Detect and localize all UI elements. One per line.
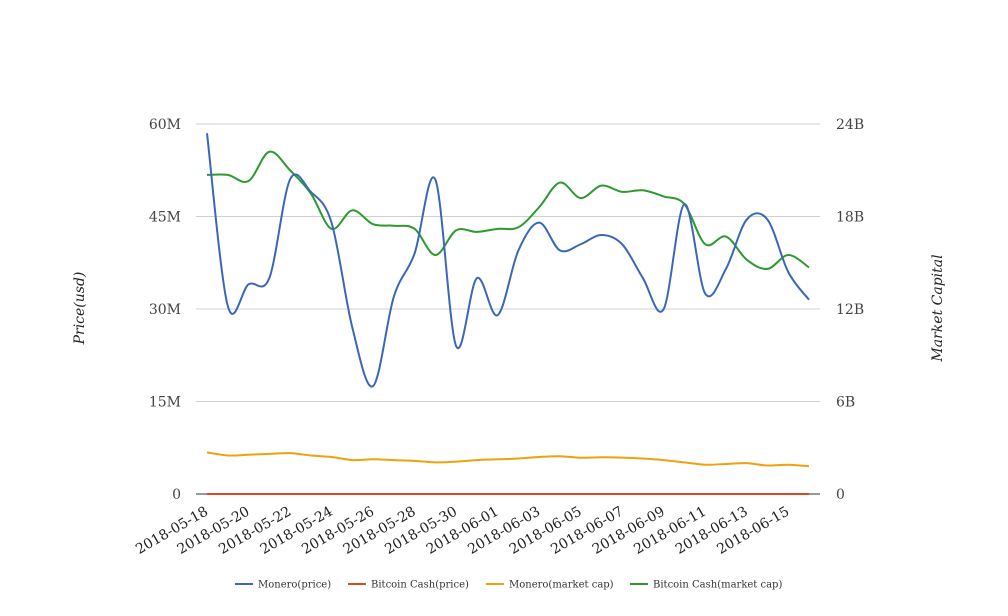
legend-label-monero-price: Monero(price) xyxy=(258,580,331,591)
y-tick-label-right: 12B xyxy=(836,302,864,318)
series-layer xyxy=(206,133,810,495)
left-axis-title: Price(usd) xyxy=(72,272,88,346)
y-tick-label-right: 18B xyxy=(836,210,864,226)
y-tick-label-right: 6B xyxy=(836,395,855,411)
legend-label-monero-market-cap: Monero(market cap) xyxy=(509,580,614,591)
y-tick-label-left: 60M xyxy=(149,117,181,133)
series-line-monero-market-cap xyxy=(206,451,810,468)
right-axis-title: Market Capital xyxy=(930,254,946,362)
legend-label-bitcoin-cash-price: Bitcoin Cash(price) xyxy=(371,580,469,591)
y-tick-label-right: 24B xyxy=(836,117,864,133)
y-tick-label-left: 0 xyxy=(172,487,181,503)
y-tick-label-right: 0 xyxy=(836,487,845,503)
series-line-bitcoin-cash-market-cap xyxy=(206,150,810,270)
y-tick-label-left: 15M xyxy=(149,395,181,411)
series-line-monero-price xyxy=(206,133,810,388)
y-tick-label-left: 45M xyxy=(149,210,181,226)
legend-label-bitcoin-cash-market-cap: Bitcoin Cash(market cap) xyxy=(653,580,782,591)
y-tick-label-left: 30M xyxy=(149,302,181,318)
grid-layer xyxy=(196,123,820,402)
legend: Monero(price) Bitcoin Cash(price) Monero(m… xyxy=(235,580,782,591)
